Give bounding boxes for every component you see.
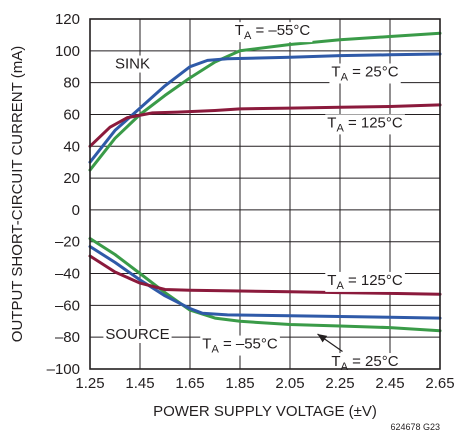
annotation-prefix: T bbox=[331, 64, 340, 81]
y-tick-label: 80 bbox=[63, 75, 80, 92]
y-tick-label: –80 bbox=[55, 329, 80, 346]
annotation-subscript: A bbox=[336, 122, 344, 134]
series-group bbox=[88, 31, 442, 333]
annotation-suffix: = 25°C bbox=[348, 64, 399, 81]
annotation-source: SOURCE bbox=[103, 326, 172, 343]
annotation-suffix: = 25°C bbox=[348, 353, 399, 370]
annotation-backdrop bbox=[329, 353, 401, 374]
figure-id: 624678 G23 bbox=[390, 422, 440, 432]
annotation-prefix: T bbox=[331, 353, 340, 370]
y-tick-label: –20 bbox=[55, 234, 80, 251]
annotation-backdrop bbox=[325, 114, 405, 135]
y-tick-label: –60 bbox=[55, 297, 80, 314]
x-tick-label: 1.45 bbox=[125, 375, 154, 392]
annotation-suffix: = –55°C bbox=[251, 22, 310, 39]
annotation-suffix: = 125°C bbox=[344, 272, 403, 289]
annotation-backdrop bbox=[112, 55, 153, 73]
annotation-prefix: T bbox=[235, 22, 244, 39]
annotation-backdrop bbox=[232, 22, 313, 43]
annotation-subscript: A bbox=[341, 72, 349, 84]
annotation-backdrop bbox=[200, 335, 280, 356]
x-tick-label: 2.25 bbox=[325, 375, 354, 392]
annotation-subscript: A bbox=[336, 280, 344, 292]
y-axis-title: OUTPUT SHORT-CIRCUIT CURRENT (mA) bbox=[9, 46, 26, 342]
x-tick-label: 1.65 bbox=[175, 375, 204, 392]
y-tick-label: 40 bbox=[63, 138, 80, 155]
annotation-subscript: A bbox=[211, 344, 219, 356]
annotation-prefix: T bbox=[327, 272, 336, 289]
series-line bbox=[88, 31, 442, 172]
annotation-backdrop bbox=[325, 271, 405, 292]
annotation-suffix: = 125°C bbox=[344, 114, 403, 131]
annotation-ta-25-source: TA = 25°C bbox=[329, 353, 401, 374]
annotation-text: TA = 125°C bbox=[327, 114, 403, 134]
annotation-text: TA = –55°C bbox=[235, 22, 311, 42]
y-tick-label: 60 bbox=[63, 106, 80, 123]
annotation-sink: SINK bbox=[112, 55, 153, 73]
x-tick-label: 2.05 bbox=[275, 375, 304, 392]
annotation-ta-m55-source: TA = –55°C bbox=[200, 335, 280, 356]
y-tick-label: –100 bbox=[47, 361, 80, 378]
plot-frame bbox=[89, 18, 441, 370]
y-tick-label: 120 bbox=[55, 11, 80, 28]
annotation-arrow-head bbox=[317, 334, 328, 343]
annotation-ta-m55-sink: TA = –55°C bbox=[232, 22, 313, 43]
annotation-backdrop bbox=[329, 63, 401, 84]
tick-labels: 1.25 1.45 1.65 1.85 2.05 2.25 2.45 2.65 120 100 80… bbox=[47, 11, 455, 392]
annotation-text: SINK bbox=[115, 56, 150, 73]
annotation-prefix: T bbox=[202, 336, 211, 353]
annotation-prefix: T bbox=[327, 114, 336, 131]
series-line bbox=[88, 245, 442, 320]
x-tick-label: 1.85 bbox=[225, 375, 254, 392]
x-axis-title: POWER SUPPLY VOLTAGE (±V) bbox=[153, 403, 377, 420]
annotation-suffix: = –55°C bbox=[219, 336, 278, 353]
annotation-text: TA = 125°C bbox=[327, 272, 403, 292]
y-tick-label: –40 bbox=[55, 266, 80, 283]
annotation-ta-125-source: TA = 125°C bbox=[325, 271, 405, 292]
x-tick-label: 2.45 bbox=[375, 375, 404, 392]
annotation-text: TA = –55°C bbox=[202, 336, 278, 356]
annotation-subscript: A bbox=[244, 30, 252, 42]
x-tick-label: 2.65 bbox=[425, 375, 454, 392]
annotation-text: TA = 25°C bbox=[331, 64, 398, 84]
y-tick-label: 0 bbox=[72, 202, 80, 219]
annotation-ta-25-sink: TA = 25°C bbox=[329, 63, 401, 84]
series-line bbox=[88, 103, 442, 148]
annotation-text: TA = 25°C bbox=[331, 353, 398, 373]
x-tick-label: 1.25 bbox=[75, 375, 104, 392]
series-line bbox=[88, 254, 442, 296]
annotation-text: SOURCE bbox=[105, 326, 169, 343]
annotation-subscript: A bbox=[341, 361, 349, 373]
y-tick-label: 20 bbox=[63, 170, 80, 187]
y-tick-label: 100 bbox=[55, 43, 80, 60]
annotation-backdrop bbox=[103, 326, 172, 343]
annotation-ta-125-sink: TA = 125°C bbox=[325, 114, 405, 135]
series-line bbox=[88, 237, 442, 333]
